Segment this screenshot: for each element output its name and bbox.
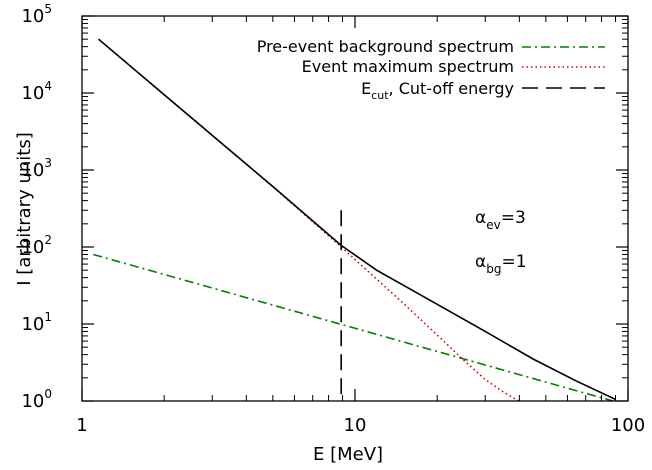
- ticks-layer: 1 10 100 100 101 102 103 104 105: [21, 2, 645, 436]
- x-tick-label: 10: [344, 415, 367, 436]
- y-tick-label: 105: [21, 2, 52, 27]
- x-axis-label: E [MeV]: [313, 444, 383, 465]
- legend-label-cutoff: Ecut, Cut-off energy: [361, 79, 514, 102]
- legend-label-background: Pre-event background spectrum: [257, 37, 514, 56]
- y-tick-label: 102: [21, 233, 52, 258]
- plot-background: [82, 16, 628, 401]
- annotation-alpha-ev: αev=3: [475, 208, 526, 232]
- legend: Pre-event background spectrum Event maxi…: [257, 37, 605, 102]
- annotations: αev=3 αbg=1: [475, 208, 527, 276]
- y-tick-label: 100: [21, 387, 52, 412]
- series-line-total: [98, 38, 616, 401]
- series-line-event-max: [98, 38, 521, 401]
- plot-area: [82, 16, 628, 401]
- series-layer: [93, 38, 616, 401]
- y-tick-label: 103: [21, 156, 52, 181]
- y-tick-label: 104: [21, 79, 52, 104]
- y-axis-label: I [arbitrary units]: [14, 132, 35, 285]
- x-tick-label: 100: [611, 415, 645, 436]
- annotation-alpha-bg: αbg=1: [475, 252, 527, 276]
- x-tick-label: 1: [76, 415, 87, 436]
- y-tick-label: 101: [21, 310, 52, 335]
- series-line-background: [93, 253, 616, 401]
- legend-label-event-max: Event maximum spectrum: [302, 57, 514, 76]
